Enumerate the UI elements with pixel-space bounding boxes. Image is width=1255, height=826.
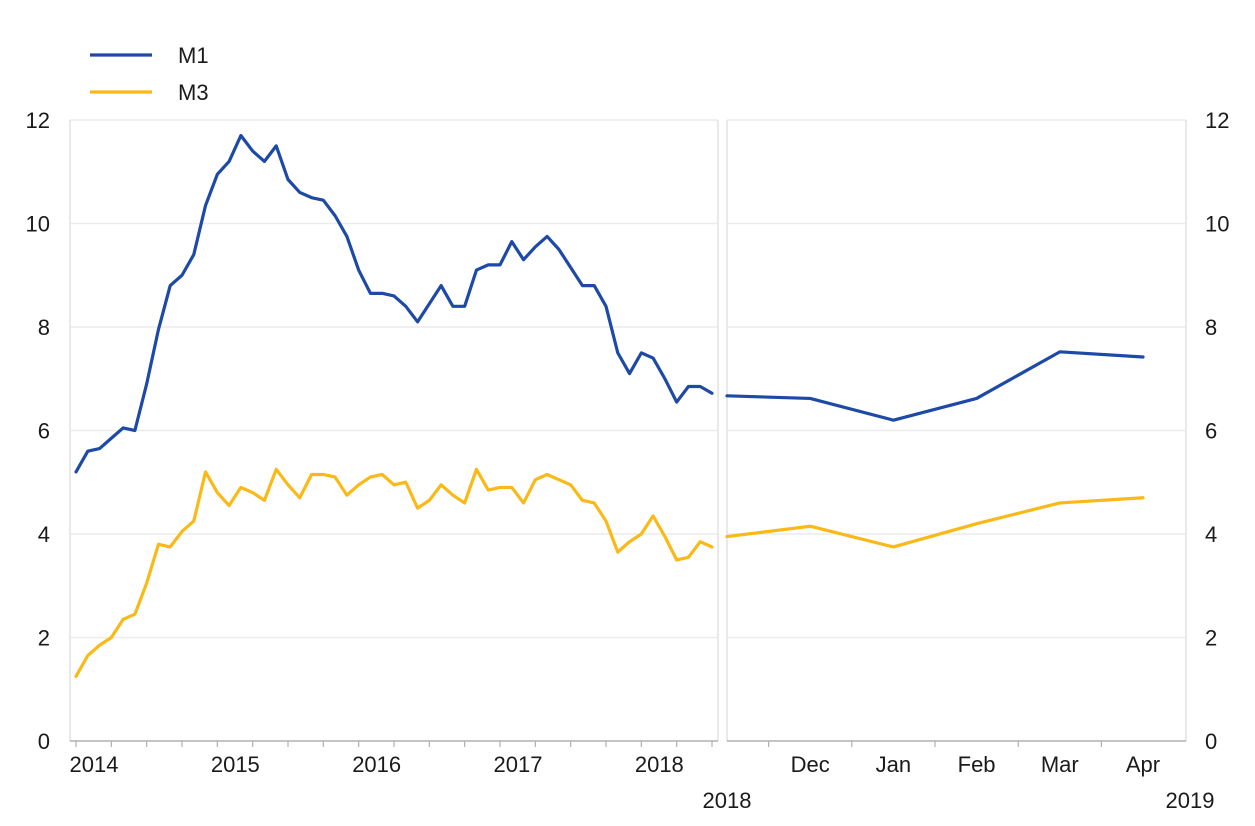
x-tick-label-left: 2017 <box>494 752 543 777</box>
right-panel: Dec Jan Feb Mar Apr 2018 2019 <box>703 120 1215 813</box>
year-label-2018: 2018 <box>703 788 752 813</box>
legend-label-m3: M3 <box>178 80 209 105</box>
y-tick-label-left: 8 <box>38 315 50 340</box>
left-panel: 2014 2015 2016 2017 2018 <box>69 120 719 777</box>
legend-label-m1: M1 <box>178 43 209 68</box>
x-tick-label-left: 2015 <box>211 752 260 777</box>
x-tick-label-left: 2018 <box>635 752 684 777</box>
x-tick-label-right: Feb <box>958 752 996 777</box>
y-tick-label-left: 12 <box>26 108 50 133</box>
y-tick-label-right: 6 <box>1205 419 1217 444</box>
y-axis-right: 0 2 4 6 8 10 12 <box>1205 108 1229 754</box>
y-tick-label-right: 2 <box>1205 626 1217 651</box>
y-tick-label-right: 4 <box>1205 522 1217 547</box>
x-tick-label-left: 2016 <box>352 752 401 777</box>
series-line-left-m3 <box>74 467 714 678</box>
x-tick-label-right: Jan <box>876 752 911 777</box>
series-line-right-m3 <box>725 496 1145 549</box>
series-line-left-m1 <box>74 133 714 474</box>
gridlines <box>70 119 1186 639</box>
y-tick-label-right: 10 <box>1205 212 1229 237</box>
series-line-right-m1 <box>725 350 1145 422</box>
x-tick-label-right: Apr <box>1126 752 1160 777</box>
y-tick-label-right: 8 <box>1205 315 1217 340</box>
x-tick-label-left: 2014 <box>70 752 119 777</box>
y-tick-label-left: 10 <box>26 212 50 237</box>
y-tick-label-right: 0 <box>1205 729 1217 754</box>
y-tick-label-left: 6 <box>38 419 50 444</box>
y-tick-label-right: 12 <box>1205 108 1229 133</box>
y-tick-label-left: 2 <box>38 626 50 651</box>
x-tick-label-right: Dec <box>791 752 830 777</box>
x-tick-label-right: Mar <box>1041 752 1079 777</box>
y-tick-label-left: 0 <box>38 729 50 754</box>
year-label-2019: 2019 <box>1166 788 1215 813</box>
y-axis-left: 0 2 4 6 8 10 12 <box>26 108 50 754</box>
y-tick-label-left: 4 <box>38 522 50 547</box>
